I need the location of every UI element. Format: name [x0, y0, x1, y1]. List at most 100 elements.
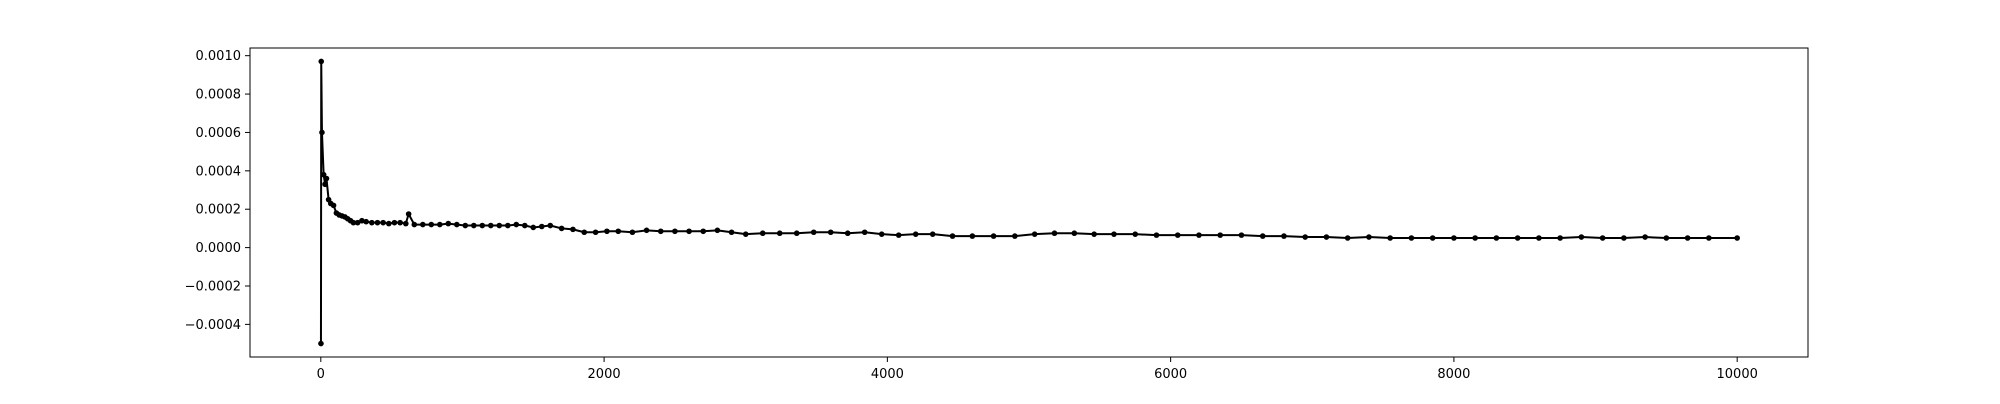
data-point — [1408, 235, 1415, 241]
data-point — [350, 219, 357, 226]
data-point — [912, 231, 919, 237]
x-tick-label: 0 — [317, 367, 325, 382]
data-point — [657, 228, 664, 235]
data-point — [1031, 231, 1038, 237]
data-point — [1051, 230, 1058, 237]
data-point — [686, 228, 692, 235]
data-point — [629, 229, 636, 236]
data-point — [403, 220, 409, 227]
data-point — [405, 211, 412, 217]
data-point — [1578, 234, 1585, 240]
y-tick-label: 0.0000 — [196, 241, 242, 256]
y-tick-label: −0.0002 — [185, 279, 241, 294]
x-tick-label: 4000 — [871, 367, 904, 382]
data-point — [504, 222, 511, 229]
data-point — [1451, 235, 1457, 241]
data-point — [861, 229, 868, 236]
data-point — [1012, 233, 1018, 239]
data-point — [462, 222, 469, 229]
y-tick-label: 0.0004 — [196, 164, 242, 179]
y-tick-label: −0.0004 — [185, 318, 241, 333]
data-point — [513, 221, 520, 228]
data-point — [604, 228, 610, 235]
data-point — [615, 228, 622, 235]
data-point — [1387, 235, 1393, 241]
data-point — [700, 228, 707, 235]
y-tick-label: 0.0002 — [196, 203, 242, 218]
data-point — [810, 229, 817, 236]
data-point — [1238, 232, 1245, 238]
data-point — [1472, 235, 1478, 241]
data-point — [479, 222, 486, 229]
data-point — [318, 340, 324, 347]
data-point — [1536, 235, 1542, 241]
data-point — [547, 222, 554, 229]
plot-frame — [249, 47, 1809, 358]
data-point — [1706, 235, 1712, 241]
data-point — [827, 229, 834, 236]
data-point — [363, 218, 369, 225]
data-point — [1557, 235, 1563, 241]
data-point — [397, 219, 403, 226]
series-line — [319, 60, 1738, 344]
data-point — [538, 223, 545, 230]
data-point — [1429, 235, 1436, 241]
data-point — [969, 233, 976, 239]
data-point — [318, 58, 325, 65]
data-point — [380, 219, 386, 226]
data-point — [878, 231, 885, 237]
y-tick-label: 0.0008 — [196, 88, 242, 103]
data-point — [323, 175, 330, 182]
data-point — [521, 222, 528, 229]
data-point — [929, 231, 936, 237]
data-point — [374, 219, 381, 226]
data-point — [1684, 235, 1691, 241]
data-point — [1111, 231, 1117, 237]
y-tick-label: 0.0010 — [196, 49, 242, 64]
axes-layer: 0 2000 4000 6000 8000 10000 −0.0004 −0.0002 0.00… — [185, 47, 1809, 382]
data-point — [420, 221, 426, 228]
data-point — [359, 217, 365, 224]
data-point — [776, 230, 783, 237]
data-point — [1642, 234, 1648, 240]
data-point — [1281, 233, 1287, 239]
data-point — [496, 222, 503, 229]
data-point — [487, 222, 494, 229]
data-point — [1323, 234, 1330, 240]
data-layer — [318, 58, 1740, 347]
data-point — [643, 227, 650, 234]
data-point — [386, 220, 392, 227]
data-point — [322, 181, 328, 188]
x-tick-label: 6000 — [1154, 367, 1187, 382]
data-point — [1071, 230, 1078, 237]
data-point — [759, 230, 766, 237]
data-point — [320, 171, 327, 178]
data-point — [844, 230, 851, 237]
data-point — [1217, 232, 1224, 238]
data-point — [1599, 235, 1606, 241]
x-tick-label: 8000 — [1437, 367, 1470, 382]
data-point — [436, 221, 443, 228]
data-point — [470, 222, 477, 229]
data-point — [570, 226, 576, 233]
data-point — [319, 129, 325, 136]
data-point — [1663, 235, 1670, 241]
data-point — [1514, 235, 1521, 241]
y-tick-label: 0.0006 — [196, 126, 242, 141]
data-point — [949, 233, 956, 239]
data-point — [1091, 231, 1097, 237]
data-point — [1344, 235, 1351, 241]
data-point — [369, 219, 375, 226]
data-point — [1132, 231, 1139, 237]
data-point — [391, 219, 398, 226]
data-point — [714, 227, 721, 234]
data-point — [1302, 234, 1308, 240]
data-point — [581, 229, 588, 236]
data-point — [1174, 232, 1181, 238]
data-point — [990, 233, 997, 239]
data-point — [1734, 235, 1740, 241]
data-point — [793, 230, 800, 237]
data-point — [728, 229, 735, 236]
data-point — [1153, 232, 1160, 238]
